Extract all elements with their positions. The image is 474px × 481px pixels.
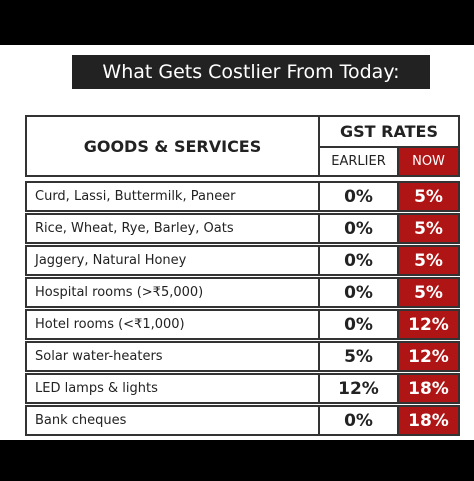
earlier-rate: 0% <box>318 245 399 276</box>
earlier-rate: 5% <box>318 341 399 372</box>
item-name: Bank cheques <box>25 405 320 436</box>
earlier-rate: 0% <box>318 213 399 244</box>
earlier-rate: 0% <box>318 277 399 308</box>
earlier-header: EARLIER <box>318 146 399 177</box>
now-rate: 5% <box>397 213 460 244</box>
item-name: LED lamps & lights <box>25 373 320 404</box>
item-name: Hotel rooms (<₹1,000) <box>25 309 320 340</box>
now-rate: 5% <box>397 181 460 212</box>
now-rate: 5% <box>397 277 460 308</box>
goods-header: GOODS & SERVICES <box>25 115 320 177</box>
rates-header: GST RATES <box>318 115 460 148</box>
earlier-rate: 0% <box>318 405 399 436</box>
item-name: Curd, Lassi, Buttermilk, Paneer <box>25 181 320 212</box>
item-name: Hospital rooms (>₹5,000) <box>25 277 320 308</box>
earlier-rate: 12% <box>318 373 399 404</box>
earlier-rate: 0% <box>318 309 399 340</box>
sheet: What Gets Costlier From Today: GOODS & S… <box>0 45 474 440</box>
now-header: NOW <box>397 146 460 177</box>
now-rate: 5% <box>397 245 460 276</box>
item-name: Jaggery, Natural Honey <box>25 245 320 276</box>
now-rate: 12% <box>397 341 460 372</box>
earlier-rate: 0% <box>318 181 399 212</box>
item-name: Rice, Wheat, Rye, Barley, Oats <box>25 213 320 244</box>
now-rate: 12% <box>397 309 460 340</box>
now-rate: 18% <box>397 373 460 404</box>
item-name: Solar water-heaters <box>25 341 320 372</box>
title: What Gets Costlier From Today: <box>72 55 430 89</box>
now-rate: 18% <box>397 405 460 436</box>
